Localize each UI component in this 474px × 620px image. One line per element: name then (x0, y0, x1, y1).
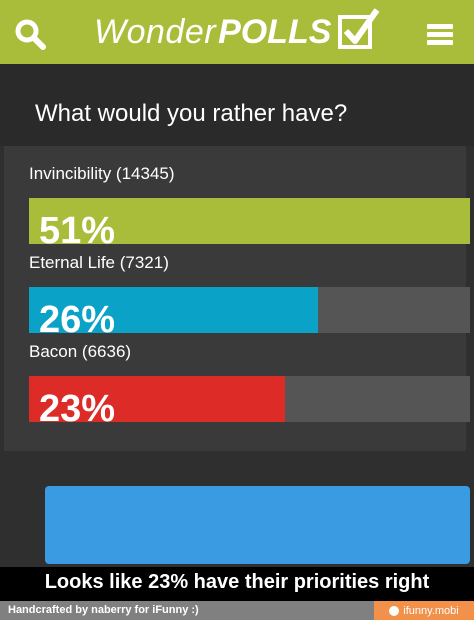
search-icon[interactable] (14, 18, 46, 50)
watermark-footer: Handcrafted by naberry for iFunny :) ifu… (0, 601, 474, 620)
action-button[interactable] (45, 486, 470, 564)
option-label-eternal-life: Eternal Life (7321) (29, 253, 169, 272)
result-bar-fill (29, 287, 318, 333)
percent-label: 51% (39, 210, 116, 252)
credit-text: Handcrafted by naberry for iFunny :) (8, 604, 199, 616)
app-header: Wonder POLLS (0, 0, 474, 64)
poll-app: Wonder POLLS What would you rather have?… (0, 0, 474, 568)
checkbox-logo-icon (338, 8, 380, 49)
logo-wonder-text: Wonder (94, 12, 217, 51)
result-bar-fill (29, 376, 285, 422)
option-label-bacon: Bacon (6636) (29, 342, 132, 361)
hamburger-menu-icon[interactable] (427, 24, 453, 46)
meme-caption: Looks like 23% have their priorities rig… (0, 567, 474, 601)
logo-polls-text: POLLS (218, 12, 332, 51)
question-bar: What would you rather have? (0, 64, 474, 146)
ifunny-badge[interactable]: ifunny.mobi (374, 601, 474, 620)
result-bar-track[interactable]: 51% (29, 198, 470, 250)
ifunny-site-text: ifunny.mobi (403, 604, 459, 617)
smiley-icon (389, 605, 400, 616)
result-bar-track[interactable]: 23% (29, 376, 470, 428)
poll-question: What would you rather have? (35, 100, 348, 127)
result-bar-fill (29, 198, 470, 244)
percent-label: 26% (39, 299, 116, 341)
poll-results-panel: Invincibility (14345) 51% Eternal Life (… (4, 146, 470, 451)
app-logo: Wonder POLLS (94, 8, 381, 52)
option-label-invincibility: Invincibility (14345) (29, 164, 175, 183)
result-bar-track[interactable]: 26% (29, 287, 470, 339)
percent-label: 23% (39, 388, 116, 430)
